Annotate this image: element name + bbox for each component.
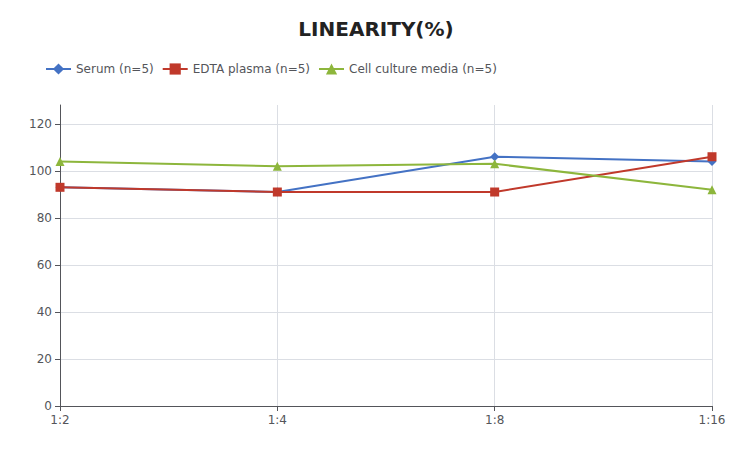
svg-text:80: 80 [37,211,52,225]
svg-text:Cell culture media (n=5): Cell culture media (n=5) [349,62,497,76]
svg-text:1:8: 1:8 [485,413,504,427]
svg-text:40: 40 [37,305,52,319]
svg-text:EDTA plasma (n=5): EDTA plasma (n=5) [193,62,310,76]
svg-text:1:2: 1:2 [50,413,69,427]
svg-text:120: 120 [29,117,52,131]
svg-text:Serum (n=5): Serum (n=5) [76,62,154,76]
svg-text:20: 20 [37,352,52,366]
svg-text:60: 60 [37,258,52,272]
svg-text:1:4: 1:4 [268,413,287,427]
svg-text:100: 100 [29,164,52,178]
svg-text:0: 0 [44,399,52,413]
svg-text:LINEARITY(%): LINEARITY(%) [298,17,453,41]
svg-text:1:16: 1:16 [699,413,726,427]
